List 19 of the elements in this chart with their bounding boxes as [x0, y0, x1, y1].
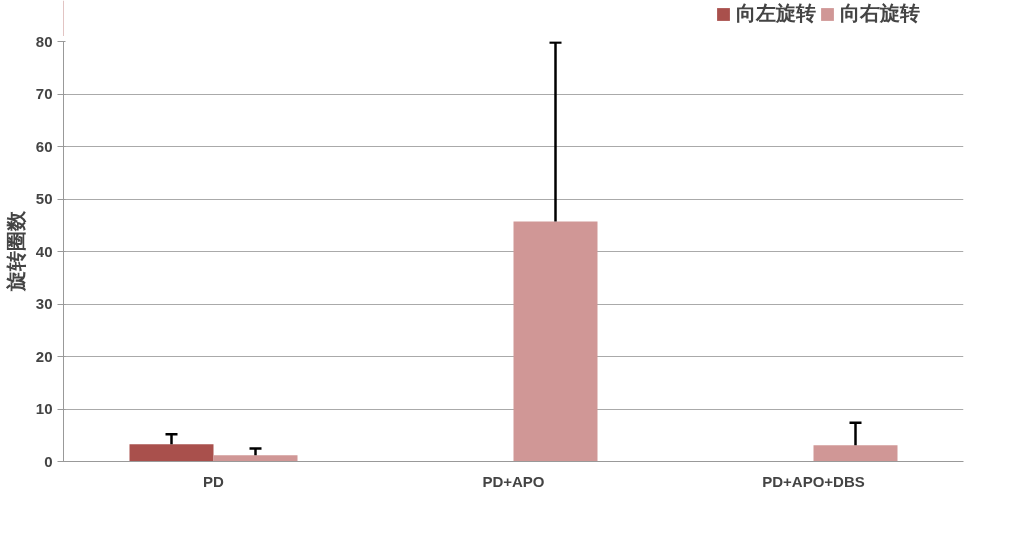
y-tick-label: 70 — [35, 85, 53, 102]
y-tick-label: 10 — [35, 400, 53, 417]
bar — [813, 445, 898, 462]
y-tick-label: 50 — [35, 190, 53, 207]
legend-label: 向左旋转 — [736, 0, 816, 27]
legend-label: 向右旋转 — [840, 0, 920, 27]
y-axis-title: 旋转圈数 — [3, 210, 28, 293]
x-tick-label: PD — [203, 472, 225, 490]
bar — [129, 444, 214, 462]
x-tick-label: PD+APO — [482, 472, 545, 490]
y-tick-label: 40 — [35, 242, 53, 260]
y-tick-label: 60 — [35, 137, 53, 155]
y-tick-label: 20 — [35, 347, 53, 365]
bar — [213, 455, 298, 462]
y-tick-label: 30 — [35, 295, 53, 312]
y-tick-label: 80 — [35, 32, 53, 50]
x-tick-label: PD+APO+DBS — [762, 472, 865, 490]
bar — [513, 221, 598, 462]
y-tick-label: 0 — [44, 452, 53, 470]
